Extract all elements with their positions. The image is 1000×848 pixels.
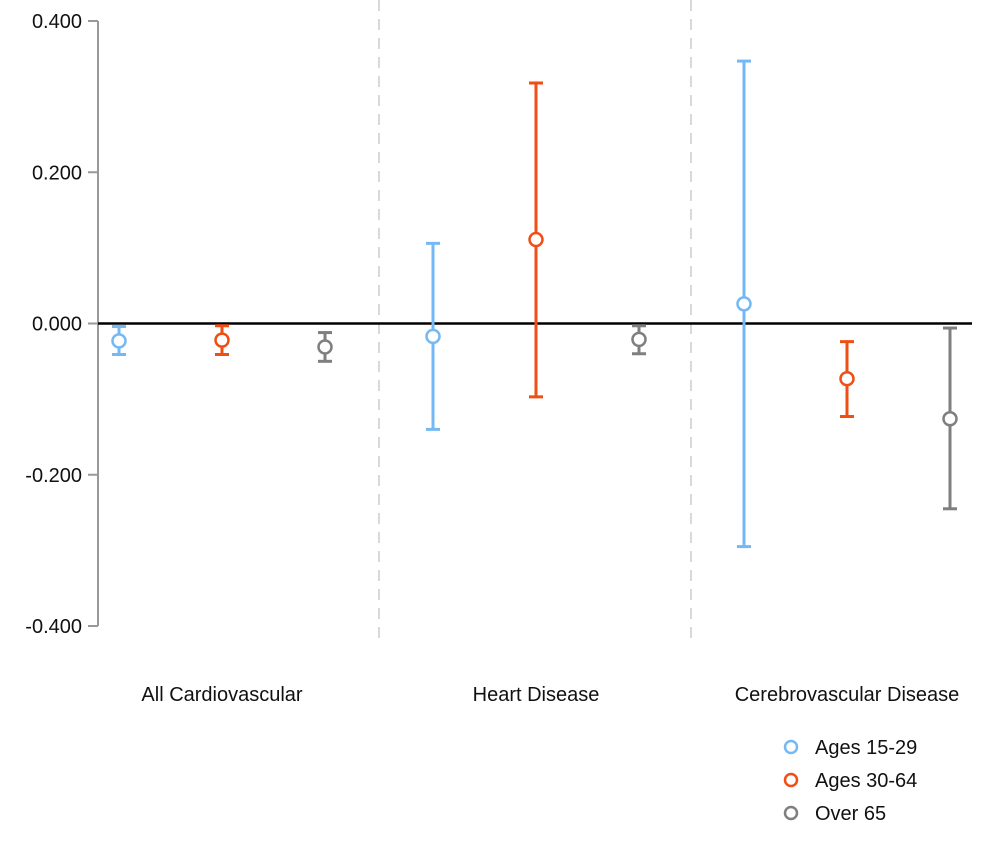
y-tick-label: 0.400 xyxy=(32,11,82,33)
legend-label: Ages 15-29 xyxy=(815,737,917,759)
labels-layer: All Cardiovascular Heart Disease Cerebrova… xyxy=(141,684,959,706)
point-marker xyxy=(317,339,333,355)
point-marker xyxy=(631,331,647,348)
y-tick-label: 0.200 xyxy=(32,162,82,184)
legend-item: Ages 30-64 xyxy=(783,770,917,792)
point-marker xyxy=(425,328,441,345)
point-marker xyxy=(942,411,958,427)
legend-label: Over 65 xyxy=(815,803,886,825)
category-label: Cerebrovascular Disease xyxy=(735,684,960,706)
point-marker xyxy=(111,333,127,349)
error-bar-point xyxy=(942,326,958,511)
error-bar-point xyxy=(317,331,333,363)
separator-layer xyxy=(378,0,692,645)
error-bar-point xyxy=(528,81,544,399)
y-tick-label: 0.000 xyxy=(32,314,82,336)
legend-label: Ages 30-64 xyxy=(815,770,917,792)
point-marker xyxy=(736,296,752,312)
point-marker xyxy=(214,332,230,348)
y-tick-label: -0.200 xyxy=(25,465,82,487)
y-tick-label: -0.400 xyxy=(25,616,82,638)
error-bar-point xyxy=(839,340,855,419)
category-label: Heart Disease xyxy=(473,684,600,706)
legend: Ages 15-29 Ages 30-64 Over 65 xyxy=(783,737,917,825)
error-bar-point xyxy=(631,324,647,356)
error-bar-point xyxy=(214,324,230,357)
error-bar-point xyxy=(736,59,752,549)
legend-marker xyxy=(783,772,799,788)
point-marker xyxy=(839,370,855,387)
legend-item: Ages 15-29 xyxy=(783,737,917,759)
legend-marker xyxy=(783,739,799,755)
marks-layer xyxy=(111,59,958,549)
legend-marker xyxy=(783,805,799,821)
legend-item: Over 65 xyxy=(783,803,886,825)
error-bar-point xyxy=(425,241,441,431)
category-label: All Cardiovascular xyxy=(141,684,303,706)
error-bar-point xyxy=(111,325,127,357)
axis-layer: 0.400 0.200 0.000 -0.200 -0.400 xyxy=(25,11,99,638)
point-marker xyxy=(528,231,544,248)
